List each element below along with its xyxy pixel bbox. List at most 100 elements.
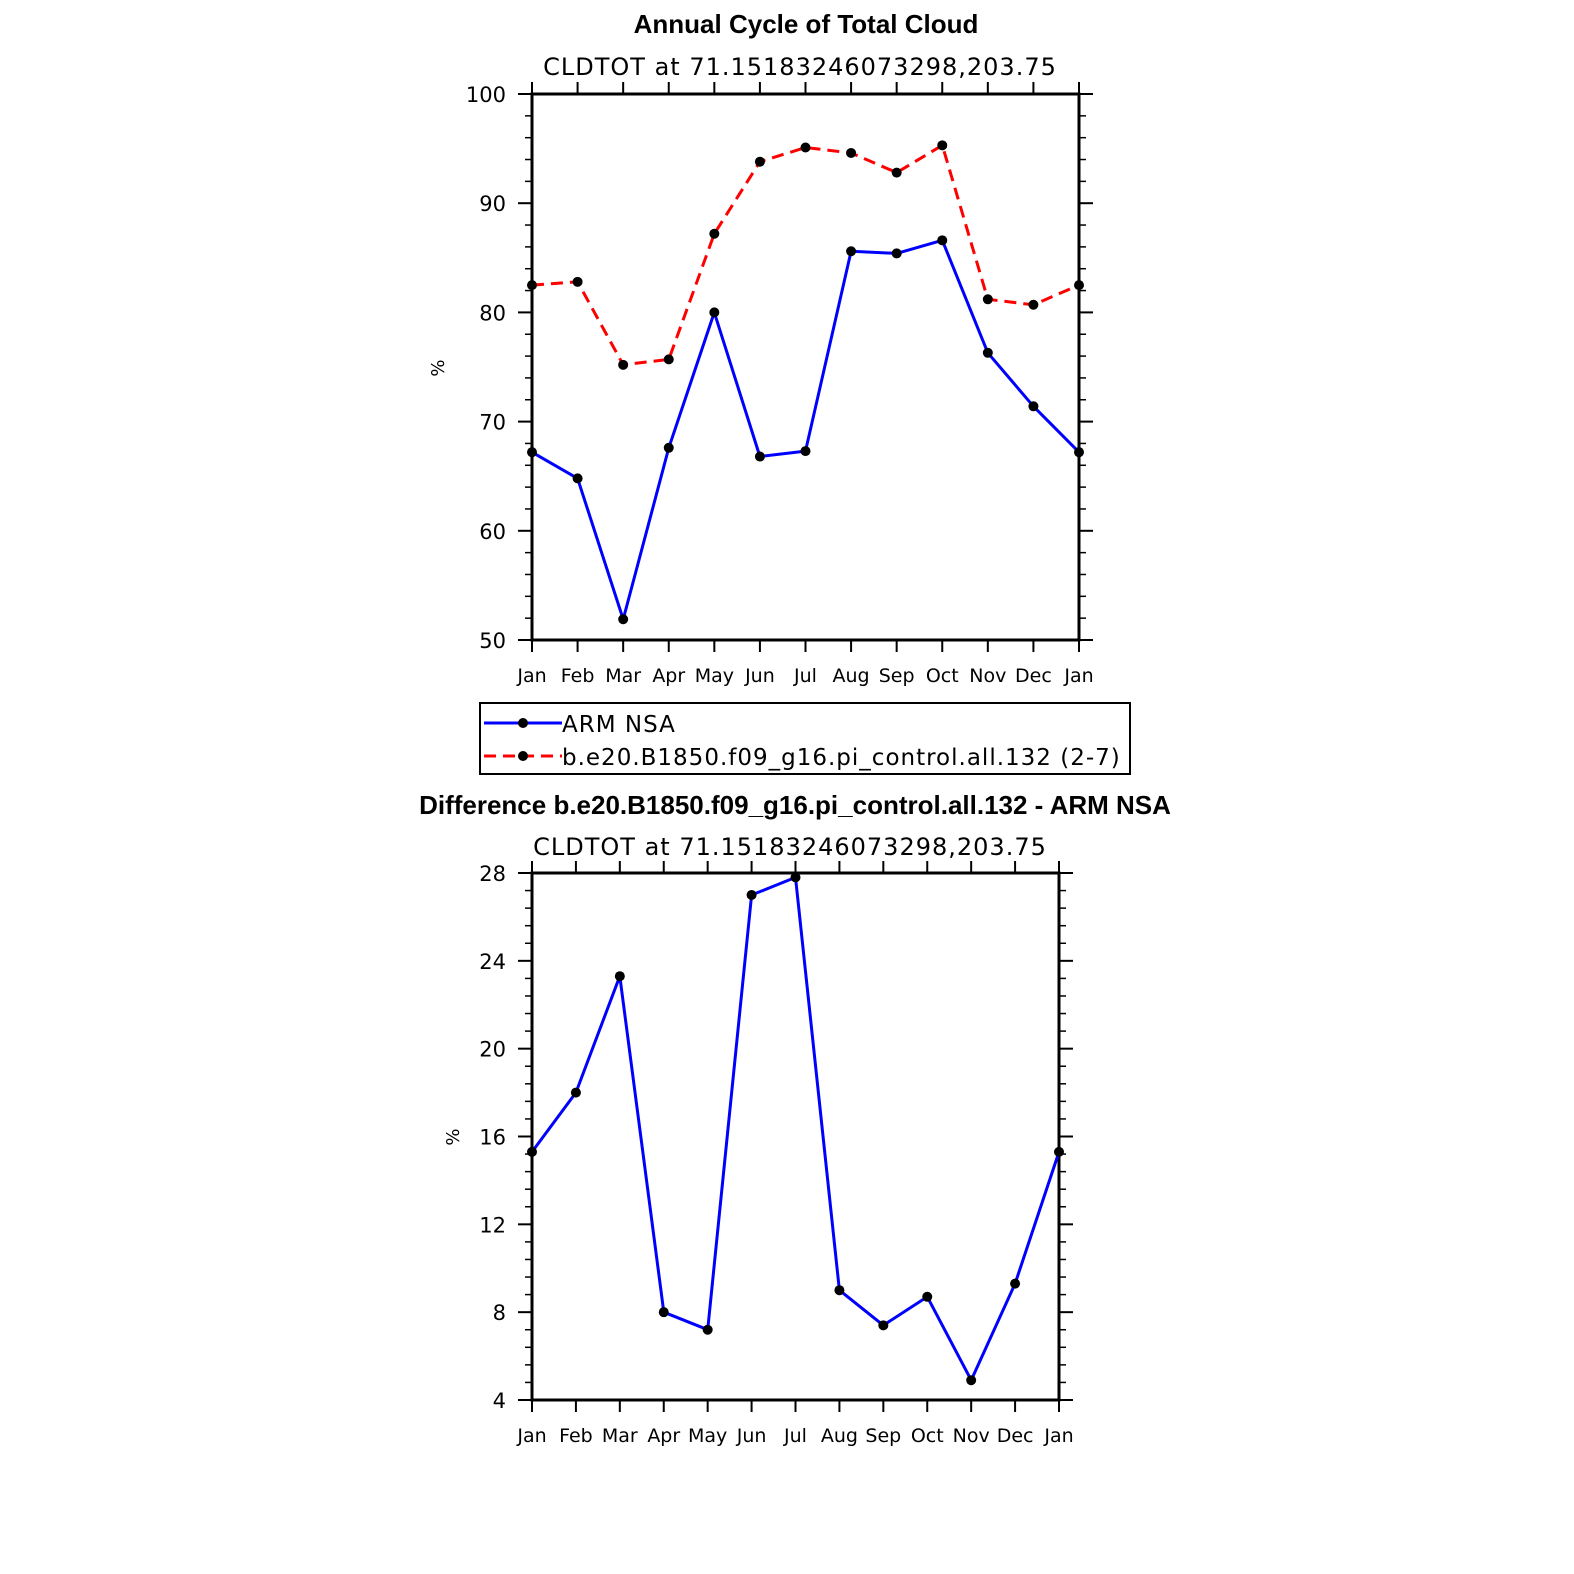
data-point bbox=[800, 446, 811, 457]
series-group bbox=[527, 140, 1084, 625]
legend-box bbox=[479, 702, 1131, 775]
data-point bbox=[937, 235, 948, 246]
x-tick-label: Mar bbox=[605, 665, 641, 687]
data-point bbox=[937, 140, 948, 151]
data-point bbox=[982, 347, 993, 358]
x-tick-label: Dec bbox=[997, 1425, 1034, 1447]
data-point bbox=[754, 156, 765, 167]
y-tick-label: 70 bbox=[479, 411, 506, 435]
data-point bbox=[527, 1146, 537, 1157]
data-point bbox=[800, 142, 811, 153]
data-point bbox=[527, 447, 537, 458]
data-point bbox=[754, 451, 765, 462]
x-tick-label: Feb bbox=[559, 1425, 593, 1447]
x-tick-label: Jul bbox=[793, 665, 817, 687]
legend-label-model: b.e20.B1850.f09_g16.pi_control.all.132 (… bbox=[562, 745, 1121, 771]
x-tick-label: Apr bbox=[652, 665, 685, 687]
data-point bbox=[658, 1307, 669, 1318]
data-point bbox=[891, 167, 902, 178]
data-point bbox=[834, 1285, 845, 1296]
y-tick-label: 90 bbox=[479, 192, 506, 216]
axis-ticks: Jan Feb Mar Apr May Jun Jul Aug Sep Oct Nov Dec Jan 5… bbox=[466, 82, 1094, 687]
data-point bbox=[922, 1291, 933, 1302]
data-point bbox=[982, 294, 993, 305]
x-tick-label: Dec bbox=[1015, 665, 1052, 687]
y-tick-label: 4 bbox=[493, 1389, 506, 1413]
data-point bbox=[846, 147, 857, 158]
x-tick-label: Feb bbox=[561, 665, 595, 687]
x-tick-label: Oct bbox=[926, 665, 959, 687]
chart-difference: Difference b.e20.B1850.f09_g16.pi_contro… bbox=[419, 790, 1171, 1447]
axis-ticks: Jan Feb Mar Apr May Jun Jul Aug Sep Oct Nov Dec Jan 4… bbox=[479, 861, 1074, 1447]
data-point bbox=[572, 276, 583, 287]
x-tick-label: Nov bbox=[953, 1425, 990, 1447]
chart-title: Difference b.e20.B1850.f09_g16.pi_contro… bbox=[419, 790, 1171, 820]
x-tick-label: Jul bbox=[783, 1425, 807, 1447]
x-tick-label: Nov bbox=[969, 665, 1006, 687]
plot-frame bbox=[530, 871, 1061, 1402]
plot-frame bbox=[530, 92, 1081, 642]
x-tick-label: Jan bbox=[516, 665, 546, 687]
data-point bbox=[709, 307, 720, 318]
y-tick-label: 16 bbox=[479, 1126, 506, 1150]
chart-annual-cycle: Annual Cycle of Total Cloud CLDTOT at 71… bbox=[428, 9, 1094, 687]
x-tick-label: Oct bbox=[911, 1425, 944, 1447]
y-axis-label: % bbox=[428, 359, 449, 376]
y-axis-label: % bbox=[443, 1128, 464, 1145]
x-tick-label: Jan bbox=[516, 1425, 546, 1447]
x-tick-label: Aug bbox=[833, 665, 870, 687]
y-tick-label: 28 bbox=[479, 862, 506, 886]
x-tick-label: Jan bbox=[1043, 1425, 1073, 1447]
data-point bbox=[618, 614, 629, 625]
data-point bbox=[527, 280, 537, 291]
data-point bbox=[1010, 1278, 1021, 1289]
x-tick-label: Sep bbox=[865, 1425, 901, 1447]
y-tick-label: 80 bbox=[479, 301, 506, 325]
y-tick-label: 60 bbox=[479, 520, 506, 544]
data-point bbox=[1074, 280, 1084, 291]
chart-subtitle: CLDTOT at 71.15183246073298,203.75 bbox=[533, 833, 1047, 861]
y-tick-label: 100 bbox=[466, 83, 506, 107]
series-line bbox=[531, 238, 1081, 621]
data-point bbox=[614, 971, 625, 982]
x-tick-label: Apr bbox=[647, 1425, 680, 1447]
y-tick-label: 12 bbox=[479, 1213, 506, 1237]
x-tick-label: Sep bbox=[879, 665, 915, 687]
data-point bbox=[1028, 401, 1039, 412]
y-tick-label: 24 bbox=[479, 950, 506, 974]
y-tick-label: 8 bbox=[493, 1301, 506, 1325]
data-point bbox=[878, 1320, 889, 1331]
data-point bbox=[572, 473, 583, 484]
data-point bbox=[663, 442, 674, 453]
y-tick-label: 20 bbox=[479, 1038, 506, 1062]
legend-marker-arm bbox=[518, 718, 528, 728]
legend: ARM NSA b.e20.B1850.f09_g16.pi_control.a… bbox=[479, 702, 1131, 775]
data-point bbox=[1074, 447, 1084, 458]
data-point bbox=[790, 872, 801, 883]
x-tick-label: Jun bbox=[744, 665, 775, 687]
chart-subtitle: CLDTOT at 71.15183246073298,203.75 bbox=[543, 53, 1057, 81]
x-tick-label: Aug bbox=[821, 1425, 858, 1447]
data-point bbox=[570, 1087, 581, 1098]
data-point bbox=[709, 228, 720, 239]
x-tick-label: May bbox=[688, 1425, 727, 1447]
data-point bbox=[702, 1324, 713, 1335]
x-tick-label: Jan bbox=[1063, 665, 1093, 687]
series-line bbox=[530, 875, 1061, 1382]
data-point bbox=[846, 246, 857, 257]
x-tick-label: May bbox=[695, 665, 734, 687]
series-line bbox=[531, 143, 1080, 367]
chart-title: Annual Cycle of Total Cloud bbox=[634, 9, 979, 39]
legend-label-arm: ARM NSA bbox=[562, 712, 676, 738]
data-point bbox=[1054, 1146, 1064, 1157]
legend-marker-model bbox=[518, 751, 528, 761]
series-group bbox=[527, 872, 1064, 1386]
x-tick-label: Jun bbox=[736, 1425, 767, 1447]
data-point bbox=[891, 248, 902, 259]
data-point bbox=[1028, 299, 1039, 310]
data-point bbox=[618, 359, 629, 370]
data-point bbox=[663, 354, 674, 365]
x-tick-label: Mar bbox=[602, 1425, 638, 1447]
data-point bbox=[966, 1375, 977, 1386]
